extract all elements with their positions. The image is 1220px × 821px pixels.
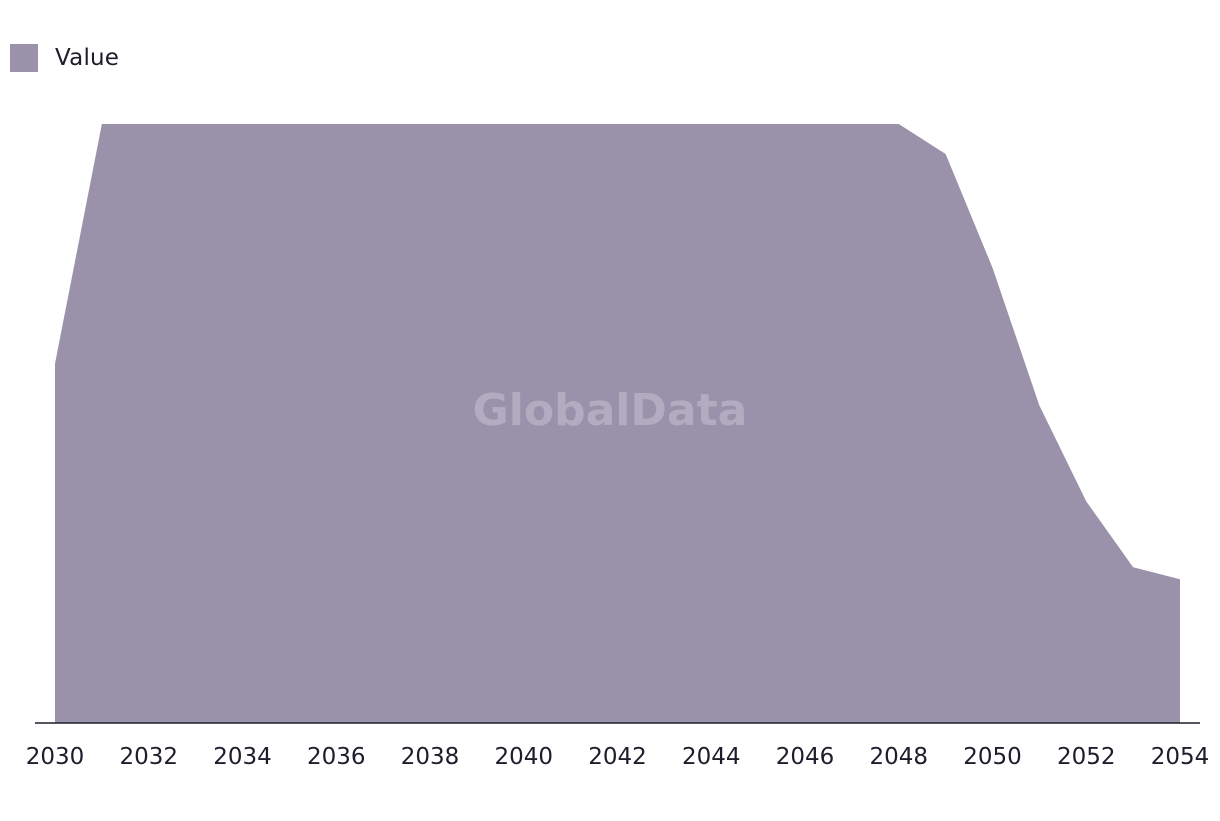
x-axis-ticks: 2030 2032 2034 2036 2038 2040 2042 2044 2046 2048…	[26, 744, 1210, 770]
x-tick-label: 2050	[963, 744, 1022, 770]
watermark: GlobalData	[473, 385, 748, 436]
x-tick-label: 2032	[119, 744, 178, 770]
area-series-value	[55, 124, 1180, 723]
legend: Value	[10, 44, 119, 72]
x-tick-label: 2042	[588, 744, 647, 770]
x-tick-label: 2046	[776, 744, 835, 770]
x-tick-label: 2054	[1151, 744, 1210, 770]
x-tick-label: 2036	[307, 744, 366, 770]
area-layer	[55, 124, 1180, 723]
x-tick-label: 2052	[1057, 744, 1116, 770]
x-tick-label: 2030	[26, 744, 85, 770]
x-tick-label: 2048	[869, 744, 928, 770]
x-tick-label: 2040	[494, 744, 553, 770]
x-tick-label: 2044	[682, 744, 741, 770]
x-tick-label: 2038	[401, 744, 460, 770]
legend-label-value: Value	[55, 45, 120, 71]
x-tick-label: 2034	[213, 744, 272, 770]
legend-swatch	[10, 44, 38, 72]
